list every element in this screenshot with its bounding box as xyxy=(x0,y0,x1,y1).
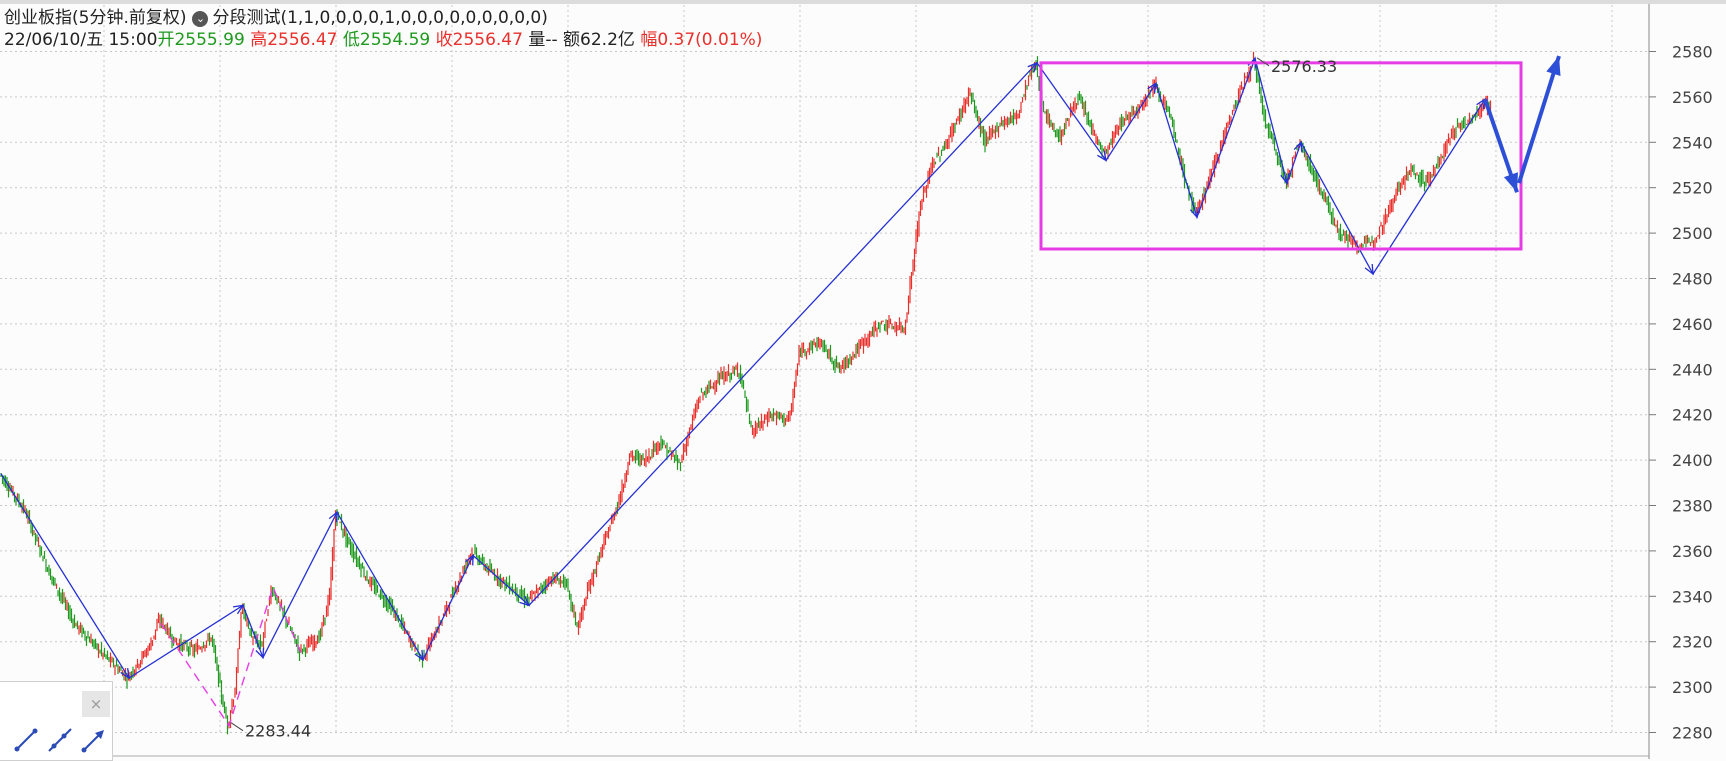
sub-zigzag-line xyxy=(160,585,302,728)
zigzag-lines xyxy=(0,56,1486,728)
low-label: 低 xyxy=(342,30,360,50)
y-tick-label: 2420 xyxy=(1672,406,1713,425)
close-label: 收 xyxy=(435,30,453,50)
annotation-leader xyxy=(230,722,244,732)
consolidation-box xyxy=(1039,61,1523,251)
y-tick-label: 2380 xyxy=(1672,497,1713,516)
y-tick-label: 2540 xyxy=(1672,133,1713,152)
zigzag-arrowhead xyxy=(1097,150,1107,162)
zigzag-arrowhead xyxy=(1147,81,1157,94)
zigzag-arrowhead xyxy=(1189,207,1199,219)
chevron-down-icon[interactable]: ⌄ xyxy=(192,11,209,27)
trend-arrowhead xyxy=(1503,172,1518,193)
y-tick-label: 2360 xyxy=(1672,542,1713,561)
amount-label: 额 xyxy=(563,30,581,50)
close-value: 2556.47 xyxy=(452,30,523,50)
line-tool-icon[interactable] xyxy=(12,726,40,754)
y-tick-label: 2520 xyxy=(1672,179,1713,198)
price-annotations: 2576.33 2283.44 xyxy=(230,57,1337,741)
zigzag-arrowhead xyxy=(1364,263,1374,276)
top-strip xyxy=(0,0,1726,4)
trend-arrows xyxy=(1483,55,1561,193)
amount-value: 62.2亿 xyxy=(580,30,635,50)
close-icon[interactable]: × xyxy=(82,691,110,717)
zigzag-arrowhead xyxy=(1293,140,1303,153)
arrow-line-tool-icon[interactable] xyxy=(80,726,108,754)
change-value: 0.37(0.01%) xyxy=(657,30,763,50)
zigzag-arrowhead xyxy=(1280,173,1290,185)
chart-header-line2: 22/06/10/五 15:00开2555.99 高2556.47 低2554.… xyxy=(4,30,762,50)
trend-arrowhead xyxy=(1546,56,1561,76)
trend-arrow xyxy=(1517,55,1561,184)
drawing-tool-panel: × xyxy=(0,681,113,761)
y-tick-label: 2400 xyxy=(1672,451,1713,470)
annotation-label: 2283.44 xyxy=(245,722,311,741)
high-label: 高 xyxy=(250,30,268,50)
range-box xyxy=(1039,61,1523,251)
y-tick-label: 2580 xyxy=(1672,43,1713,62)
open-label: 开 xyxy=(157,30,175,50)
zigzag-arrowhead xyxy=(328,510,338,523)
zigzag-arrowhead xyxy=(1027,61,1039,73)
y-tick-label: 2460 xyxy=(1672,315,1713,334)
annotation-label: 2576.33 xyxy=(1271,57,1337,76)
main-zigzag-line xyxy=(0,56,1486,679)
zigzag-arrowhead xyxy=(519,595,531,607)
candles xyxy=(0,51,1492,735)
y-tick-label: 2500 xyxy=(1672,224,1713,243)
zigzag-arrowhead xyxy=(414,649,424,662)
symbol-title[interactable]: 创业板指(5分钟.前复权) xyxy=(4,8,187,28)
y-tick-label: 2320 xyxy=(1672,633,1713,652)
high-value: 2556.47 xyxy=(267,30,338,50)
y-tick-label: 2280 xyxy=(1672,724,1713,743)
annotation-leader xyxy=(1256,57,1270,67)
y-tick-label: 2300 xyxy=(1672,678,1713,697)
y-tick-label: 2440 xyxy=(1672,360,1713,379)
open-value: 2555.99 xyxy=(174,30,245,50)
y-tick-label: 2480 xyxy=(1672,270,1713,289)
chart-header-line1: 创业板指(5分钟.前复权) ⌄ 分段测试(1,1,0,0,0,0,1,0,0,0,0… xyxy=(4,8,548,28)
ray-tool-icon[interactable] xyxy=(46,726,74,754)
zigzag-arrowhead xyxy=(120,668,130,680)
bar-datetime: 22/06/10/五 15:00 xyxy=(4,30,158,50)
change-label: 幅 xyxy=(640,30,658,50)
indicator-name[interactable]: 分段测试(1,1,0,0,0,0,1,0,0,0,0,0,0,0,0,0) xyxy=(212,8,548,28)
zigzag-arrowhead xyxy=(233,604,245,615)
volume-label: 量-- xyxy=(528,30,558,50)
y-tick-label: 2340 xyxy=(1672,587,1713,606)
zigzag-arrowhead xyxy=(464,554,474,566)
low-value: 2554.59 xyxy=(359,30,431,50)
y-tick-label: 2560 xyxy=(1672,88,1713,107)
zigzag-arrowhead xyxy=(255,647,265,660)
